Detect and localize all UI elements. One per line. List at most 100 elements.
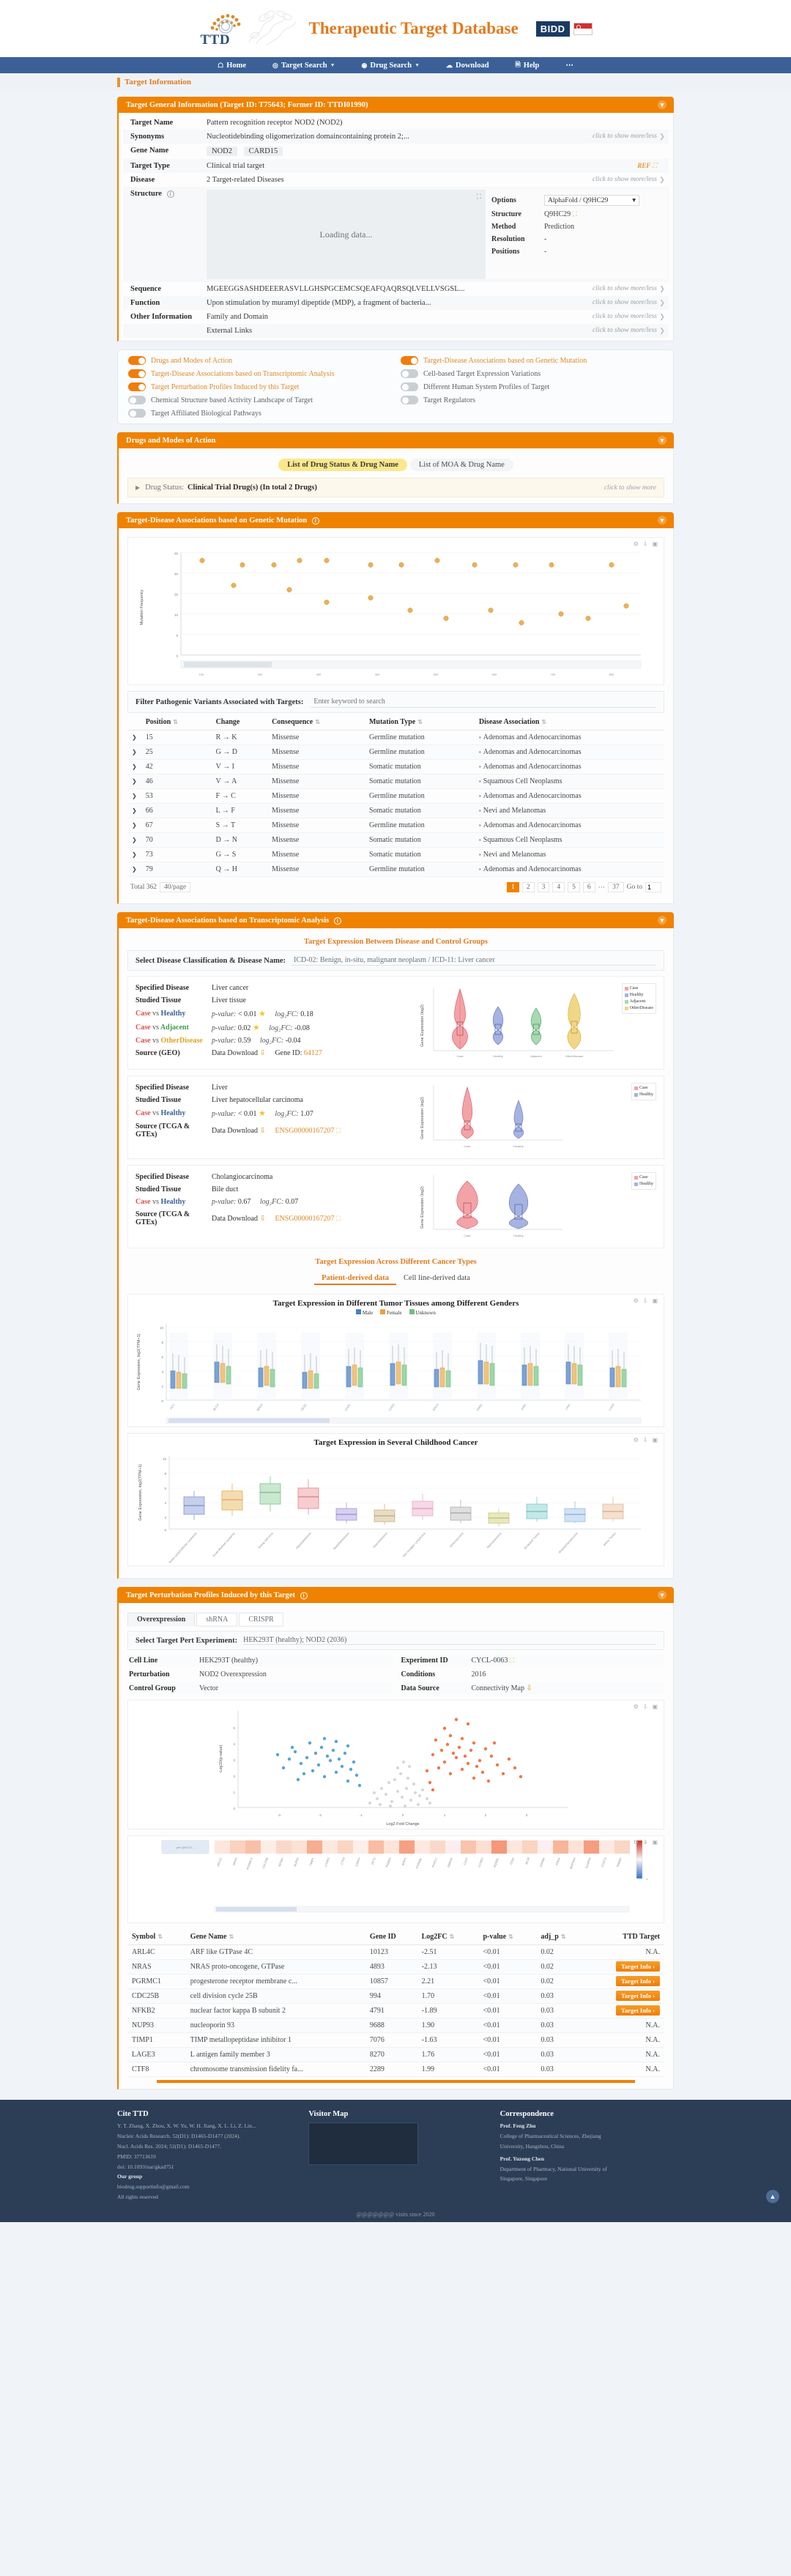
chart-toolbar-icon[interactable]: ⚙ ⇩ ▣ [633,1703,659,1710]
table-row[interactable]: CDC25B cell division cycle 25B 994 1.70 … [127,1988,664,2004]
cell-gene-id[interactable]: 994 [365,1988,417,2004]
table-row[interactable]: CTF8 chromosome transmission fidelity fa… [127,2062,664,2077]
toggle-switch[interactable] [128,409,146,418]
goto-input[interactable] [645,882,661,892]
info-row-other-information[interactable]: Other Information Family and Domain clic… [123,310,669,324]
col-change[interactable]: Change [211,714,268,730]
download-link[interactable]: Data Download [212,1214,259,1223]
pager-page-2[interactable]: 2 [521,882,535,892]
show-more-link[interactable]: click to show more [604,484,656,492]
pager-page-last[interactable]: 37 [608,882,624,892]
toggle-switch[interactable] [128,382,146,391]
toggle-switch[interactable] [128,356,146,365]
table-row[interactable]: NUP93 nucleoporin 93 9688 1.90 <0.01 0.0… [127,2018,664,2033]
pager-page-5[interactable]: 5 [568,882,580,892]
table-row[interactable]: ❯ 73 G → S Missense Somatic mutation ▪ Nevi an… [127,847,664,862]
cell-gene-id[interactable]: 9688 [365,2018,417,2033]
toggle-drugs-and-modes-of-action[interactable]: Drugs and Modes of Action [128,356,390,365]
filter-input[interactable] [311,696,656,708]
col-mutation-type[interactable]: Mutation Type ⇅ [364,714,475,730]
violin-plot-3[interactable]: Gene Expression (log2) [416,1171,658,1243]
download-link[interactable]: Data Download [212,1126,259,1135]
row-more[interactable]: click to show more/less [592,299,657,306]
disease-select[interactable]: ICD-02: Benign, in-situ, malignant neopl… [291,955,656,966]
footer-link[interactable]: Our group [117,2173,143,2180]
toggle-switch[interactable] [401,369,418,378]
download-icon[interactable]: ⇩ [259,1126,266,1135]
panel-header[interactable]: Target-Disease Associations based on Gen… [117,512,674,528]
col-pvalue[interactable]: p-value ⇅ [478,1929,537,1945]
tab-drug-status[interactable]: List of Drug Status & Drug Name [278,459,407,471]
col-disease-association[interactable]: Disease Association ⇅ [474,714,664,730]
toggle-perturbation-profiles[interactable]: Target Perturbation Profiles Induced by … [128,382,390,391]
experiment-id[interactable]: CYCL-0063 [471,1657,508,1665]
chevron-right-icon[interactable]: ❯ [659,176,665,183]
table-row[interactable]: ❯ 46 V → A Missense Somatic mutation ▪ Squamou… [127,774,664,789]
row-expand-icon[interactable]: ❯ [127,744,141,760]
row-expand-icon[interactable]: ❯ [127,847,141,862]
target-info-button[interactable]: Target Info › [616,2005,660,2016]
toggle-genetic-mutation[interactable]: Target-Disease Associations based on Gen… [401,356,663,365]
chevron-right-icon[interactable]: ❯ [659,285,665,292]
cell-gene-id[interactable]: 8270 [365,2047,417,2062]
table-row[interactable]: ❯ 79 Q → H Missense Germline mutation ▪ Adenom… [127,862,664,877]
experiment-select[interactable]: HEK293T (healthy); NOD2 (2036) [243,1636,656,1645]
row-expand-icon[interactable]: ❯ [127,788,141,804]
info-icon[interactable]: i [311,517,319,525]
external-link-icon[interactable]: ⛶ [652,162,657,169]
structure-viewer[interactable]: Loading data... ⛶ [207,190,486,279]
table-row[interactable]: ❯ 67 S → T Missense Germline mutation ▪ Adenom… [127,818,664,833]
row-expand-icon[interactable]: ❯ [127,818,141,833]
info-row-external-links[interactable]: External Links click to show more/less ❯ [123,324,669,338]
structure-select[interactable]: AlphaFold / Q9HC29 ▾ [544,195,639,206]
toggle-switch[interactable] [401,396,418,404]
panel-header[interactable]: Drugs and Modes of Action ▾ [117,432,674,448]
mutation-scatter-chart[interactable]: ⚙ ⇩ ▣ 0 [127,537,664,685]
info-icon[interactable]: i [333,917,341,925]
table-row[interactable]: ❯ 70 D → N Missense Somatic mutation ▪ Squamou… [127,832,664,848]
reference-link[interactable]: REF [637,162,651,169]
visitor-map-image[interactable] [308,2122,419,2165]
row-more[interactable]: click to show more/less [592,285,657,292]
row-more[interactable]: click to show more/less [592,327,657,334]
gene-id-link[interactable]: ENSG00000167207 [275,1126,335,1135]
chevron-right-icon[interactable]: ❯ [659,327,665,334]
table-row[interactable]: PGRMC1 progesterone receptor membrane c.… [127,1974,664,1989]
table-row[interactable]: NRAS NRAS proto-oncogene, GTPase 4893 -2… [127,1959,664,1974]
cell-gene-id[interactable]: 10123 [365,1944,417,1960]
toggle-transcriptomic-analysis[interactable]: Target-Disease Associations based on Tra… [128,369,390,378]
external-link-icon[interactable]: ⛶ [572,210,577,218]
col-log2fc[interactable]: Log2FC ⇅ [417,1929,479,1945]
download-icon[interactable]: ⇩ [526,1684,532,1692]
nav-item-target-search[interactable]: ◎ Target Search ▼ [259,62,349,70]
toggle-switch[interactable] [128,369,146,378]
toggle-switch[interactable] [128,396,146,404]
row-expand-icon[interactable]: ❯ [127,832,141,848]
toggle-biological-pathways[interactable]: Target Affiliated Biological Pathways [128,409,390,418]
gene-id-link[interactable]: 64127 [303,1049,322,1057]
col-position[interactable]: Position ⇅ [141,714,212,730]
chart-toolbar-icon[interactable]: ⚙ ⇩ ▣ [633,1298,659,1304]
col-gene-name[interactable]: Gene Name ⇅ [185,1929,365,1945]
cell-gene-id[interactable]: 7076 [365,2032,417,2048]
info-icon[interactable]: i [166,190,174,198]
nav-item-drug-search[interactable]: ◉ Drug Search ▼ [349,62,433,70]
table-row[interactable]: LAGE3 L antigen family member 3 8270 1.7… [127,2047,664,2062]
chart-toolbar-icon[interactable]: ⚙ ⇩ ▣ [633,1437,659,1443]
drug-status-row[interactable]: ▶ Drug Status: Clinical Trial Drug(s) (I… [127,478,664,497]
chart-toolbar-icon[interactable]: ⚙ ⇩ ▣ [633,1839,659,1846]
target-info-button[interactable]: Target Info › [616,1976,660,1986]
toggle-switch[interactable] [401,382,418,391]
expand-triangle-icon[interactable]: ▶ [135,484,141,491]
chevron-right-icon[interactable]: ❯ [659,313,665,320]
table-row[interactable]: ❯ 25 G → D Missense Germline mutation ▪ Adenom… [127,744,664,760]
chevron-right-icon[interactable]: ❯ [659,299,665,306]
row-expand-icon[interactable]: ❯ [127,803,141,818]
download-icon[interactable]: ⇩ [259,1049,266,1057]
collapse-icon[interactable]: ▾ [658,100,666,109]
cell-gene-id[interactable]: 4893 [365,1959,417,1974]
tab-overexpression[interactable]: Overexpression [127,1613,196,1626]
pager-page-3[interactable]: 3 [537,882,550,892]
tab-cell-line-derived[interactable]: Cell line-derived data [403,1274,470,1282]
gene-id-link[interactable]: ENSG00000167207 [275,1214,335,1223]
